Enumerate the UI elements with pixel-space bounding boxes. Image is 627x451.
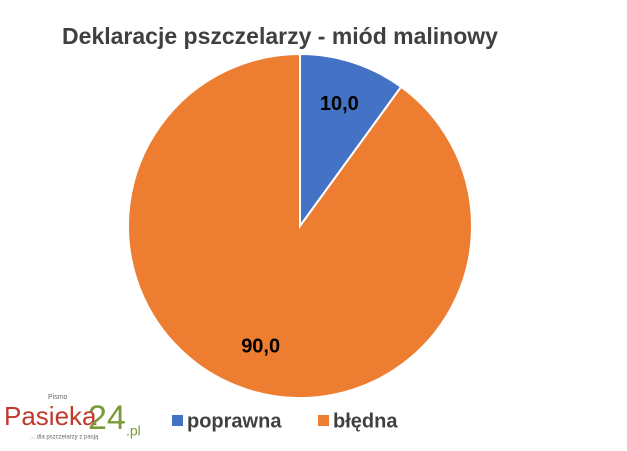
data-label: 90,0 (241, 335, 280, 357)
watermark-top: Pismo (48, 394, 68, 401)
pie-slice (299, 52, 403, 230)
chart-title: Deklaracje pszczelarzy - miód malinowy (62, 23, 498, 49)
legend-swatch (172, 415, 183, 426)
data-label: 10,0 (320, 93, 359, 115)
watermark-domain: .pl (126, 423, 141, 439)
legend-label: poprawna (187, 410, 282, 432)
watermark-tagline: ... dla pszczelarzy z pasją (30, 435, 99, 441)
legend-swatch (318, 415, 329, 426)
legend-label: błędna (333, 410, 398, 432)
watermark: Pismo Pasieka 24 .pl ... dla pszczelarzy… (4, 394, 141, 441)
pie-slice (127, 52, 473, 399)
watermark-number: 24 (88, 399, 126, 437)
watermark-brand: Pasieka (4, 401, 97, 431)
